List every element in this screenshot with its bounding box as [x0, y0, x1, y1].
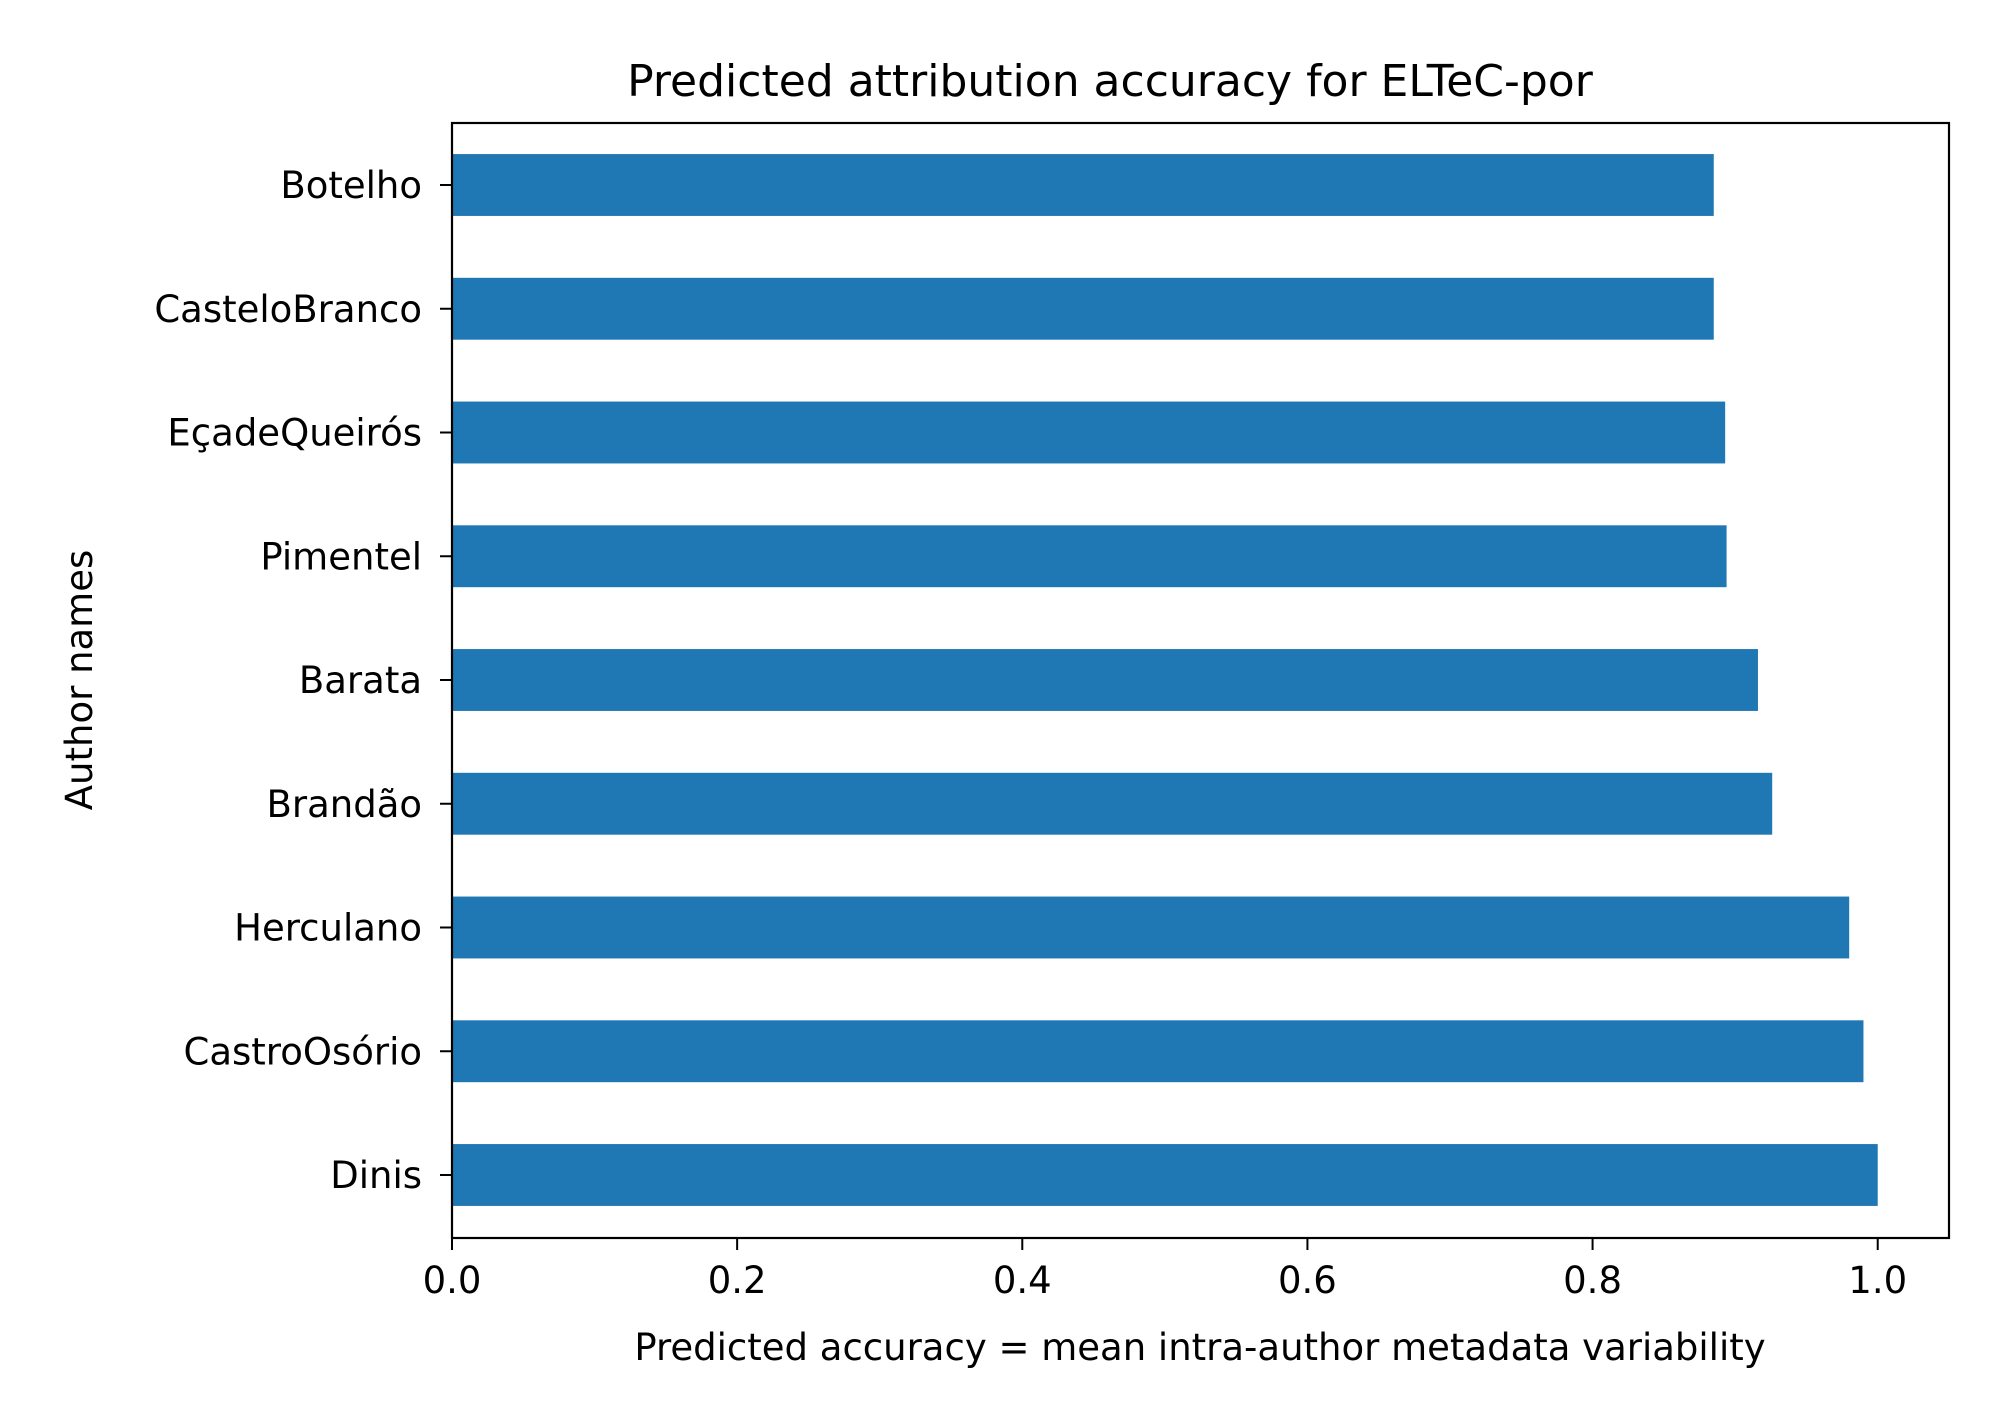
bar-3	[452, 525, 1727, 588]
y-axis-ticks: Botelho CasteloBranco EçadeQueirós Pimentel…	[154, 164, 452, 1197]
bar-8	[452, 1144, 1878, 1206]
x-axis-label: Predicted accuracy = mean intra-author m…	[634, 1326, 1765, 1369]
x-tick-label-5: 1.0	[1848, 1259, 1907, 1302]
y-tick-label-1: CasteloBranco	[154, 288, 422, 331]
y-tick-label-4: Barata	[299, 659, 422, 702]
bar-group	[452, 154, 1878, 1206]
y-tick-label-5: Brandão	[266, 783, 422, 826]
x-tick-label-1: 0.2	[708, 1259, 767, 1302]
chart-title: Predicted attribution accuracy for ELTeC…	[627, 56, 1594, 107]
y-axis-label: Author names	[58, 550, 101, 811]
y-tick-label-8: Dinis	[330, 1154, 422, 1197]
bar-1	[452, 277, 1714, 340]
bar-6	[452, 896, 1850, 959]
y-tick-label-6: Herculano	[234, 907, 422, 950]
x-axis-ticks: 0.0 0.2 0.4 0.6 0.8 1.0	[423, 1238, 1907, 1302]
axes-frame	[450, 121, 1951, 1240]
y-tick-label-3: Pimentel	[260, 535, 422, 578]
bar-5	[452, 772, 1773, 835]
bar-2	[452, 401, 1726, 464]
x-tick-label-0: 0.0	[423, 1259, 482, 1302]
bar-4	[452, 649, 1758, 711]
y-tick-label-7: CastroOsório	[184, 1030, 423, 1073]
bar-7	[452, 1020, 1864, 1083]
x-tick-label-4: 0.8	[1563, 1259, 1622, 1302]
y-tick-label-2: EçadeQueirós	[167, 412, 422, 455]
bar-0	[452, 154, 1714, 216]
x-tick-label-3: 0.6	[1278, 1259, 1337, 1302]
x-tick-label-2: 0.4	[993, 1259, 1052, 1302]
y-tick-label-0: Botelho	[280, 164, 422, 207]
